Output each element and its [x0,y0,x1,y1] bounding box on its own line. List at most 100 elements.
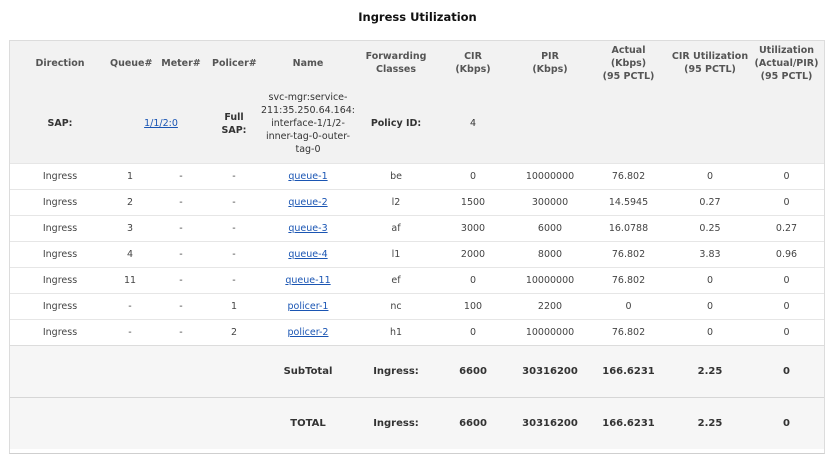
cell-fc: be [360,162,432,189]
col-header-actual[interactable]: Actual (Kbps) (95 PCTL) [602,44,655,82]
col-header-queue[interactable]: Queue# [110,57,153,69]
table-row: Ingress - -2 policer-2 h1 0 10000000 76.802 0 0 [10,318,824,345]
cell-pir: 6000 [514,214,586,241]
cell-cir-util: 0.25 [671,214,749,241]
cell-pir: 10000000 [514,266,586,293]
cell-cir: 1500 [432,188,514,215]
cell-cir: 0 [432,162,514,189]
utilization-table: Direction Queue# Meter# Policer# Name Fo… [10,41,824,449]
total-util: 0 [749,396,824,449]
subtotal-row: SubTotal Ingress: 6600 30316200 166.6231… [10,344,824,397]
utilization-table-container: Direction Queue# Meter# Policer# Name Fo… [9,40,825,454]
cell-meter: - [150,188,212,215]
cell-policer: - [212,188,256,215]
col-header-cir-utilization[interactable]: CIR Utilization (95 PCTL) [671,51,749,75]
cell-queue: 4 [110,240,150,267]
cell-cir: 100 [432,292,514,319]
cell-cir: 3000 [432,214,514,241]
cell-name: policer-2 [256,318,360,345]
cell-direction: Ingress [10,266,110,293]
table-row: Ingress 11- - queue-11 ef 0 10000000 76.802 0 0 [10,266,824,293]
cell-fc: l2 [360,188,432,215]
cell-direction: Ingress [10,188,110,215]
col-header-meter[interactable]: Meter# [161,57,201,69]
cell-policer: - [212,240,256,267]
subtotal-cir: 6600 [432,344,514,397]
cell-actual: 0 [586,292,671,319]
cell-policer: - [212,266,256,293]
name-link[interactable]: queue-1 [288,170,328,182]
cell-pir: 8000 [514,240,586,267]
cell-direction: Ingress [10,292,110,319]
sap-info-row: SAP: 1/1/2:0 Full SAP: svc-mgr:service- … [10,85,824,163]
cell-queue: 2 [110,188,150,215]
cell-name: queue-2 [256,188,360,215]
cell-util: 0 [749,188,824,215]
cell-direction: Ingress [10,162,110,189]
policy-id-value: 4 [469,118,477,130]
cell-pir: 10000000 [514,318,586,345]
cell-actual: 14.5945 [586,188,671,215]
cell-name: queue-3 [256,214,360,241]
cell-pir: 10000000 [514,162,586,189]
name-link[interactable]: policer-2 [287,326,329,338]
cell-pir: 2200 [514,292,586,319]
name-link[interactable]: queue-4 [288,248,328,260]
cell-policer: - [212,214,256,241]
cell-meter: - [150,240,212,267]
policy-id-label: Policy ID: [370,118,422,130]
col-header-cir[interactable]: CIR (Kbps) [455,51,491,75]
col-header-direction[interactable]: Direction [35,57,85,69]
cell-pir: 300000 [514,188,586,215]
subtotal-cir-util: 2.25 [671,344,749,397]
cell-meter: - [150,318,212,345]
cell-fc: h1 [360,318,432,345]
cell-direction: Ingress [10,214,110,241]
total-row: TOTAL Ingress: 6600 30316200 166.6231 2.… [10,396,824,449]
cell-fc: ef [360,266,432,293]
cell-meter: - [150,162,212,189]
cell-fc: l1 [360,240,432,267]
cell-actual: 76.802 [586,162,671,189]
name-link[interactable]: queue-11 [285,274,331,286]
total-pir: 30316200 [514,396,586,449]
col-header-pir[interactable]: PIR (Kbps) [532,51,568,75]
cell-util: 0 [749,266,824,293]
cell-cir-util: 0 [671,162,749,189]
cell-direction: Ingress [10,318,110,345]
cell-policer: - [212,162,256,189]
col-header-name[interactable]: Name [292,57,324,69]
full-sap-value: svc-mgr:service- 211:35.250.64.164: inte… [260,92,356,156]
sap-label: SAP: [47,118,73,130]
total-actual: 166.6231 [586,396,671,449]
cell-util: 0 [749,292,824,319]
cell-cir: 2000 [432,240,514,267]
name-link[interactable]: queue-3 [288,222,328,234]
cell-actual: 76.802 [586,240,671,267]
name-link[interactable]: queue-2 [288,196,328,208]
col-header-utilization[interactable]: Utilization (Actual/PIR) (95 PCTL) [754,44,819,82]
cell-util: 0.27 [749,214,824,241]
cell-name: queue-11 [256,266,360,293]
subtotal-direction: Ingress: [360,344,432,397]
cell-actual: 16.0788 [586,214,671,241]
cell-actual: 76.802 [586,318,671,345]
col-header-policer[interactable]: Policer# [212,57,257,69]
cell-queue: 3 [110,214,150,241]
subtotal-util: 0 [749,344,824,397]
cell-queue: 1 [110,162,150,189]
subtotal-label: SubTotal [256,344,360,397]
cell-cir-util: 0 [671,318,749,345]
cell-queue: - [110,318,150,345]
subtotal-actual: 166.6231 [586,344,671,397]
col-header-forwarding-classes[interactable]: Forwarding Classes [365,51,427,75]
table-row: Ingress 1- - queue-1 be 0 10000000 76.802 0 0 [10,162,824,189]
name-link[interactable]: policer-1 [287,300,329,312]
sap-link[interactable]: 1/1/2:0 [144,118,178,130]
table-row: Ingress 4- - queue-4 l1 2000 8000 76.802 3.83 0.9… [10,240,824,267]
cell-meter: - [150,266,212,293]
table-row: Ingress - -1 policer-1 nc 100 2200 0 0 0 [10,292,824,319]
cell-name: policer-1 [256,292,360,319]
cell-cir: 0 [432,318,514,345]
table-header-row: Direction Queue# Meter# Policer# Name Fo… [10,41,824,85]
